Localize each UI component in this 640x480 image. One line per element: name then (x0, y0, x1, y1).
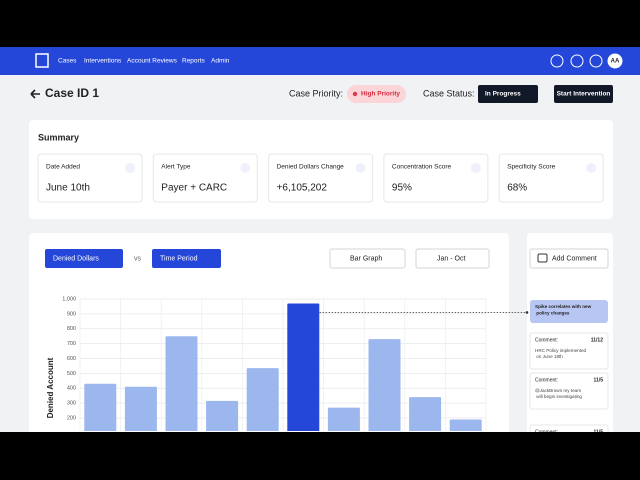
bar (368, 339, 401, 431)
bar (287, 303, 320, 431)
summary-label: Date Added (46, 164, 80, 171)
chart-type-label: Bar Graph (350, 255, 382, 262)
metric-label: Denied Dollars (53, 255, 99, 262)
add-comment-label: Add Comment (552, 255, 597, 262)
comment-date: 11/5 (594, 377, 604, 383)
comment-label: Comment: (535, 377, 558, 383)
audio-icon[interactable] (589, 54, 603, 68)
summary-value: June 10th (46, 183, 90, 194)
intervention-label: Start Intervention (557, 91, 611, 98)
chart: 1,000 900 800 700 600 500 400 300 200 Denied Acco… (46, 296, 487, 431)
bar (246, 368, 279, 431)
y-axis-label: Denied Account (46, 357, 55, 418)
y-tick-label: 1,000 (62, 296, 76, 302)
range-label: Jan - Oct (437, 255, 465, 262)
comment-date: 11/12 (591, 337, 603, 343)
case-title: Case ID 1 (45, 86, 99, 100)
summary-value: +6,105,202 (277, 183, 328, 194)
summary-label: Specificity Score (507, 164, 555, 171)
back-arrow[interactable] (30, 89, 40, 99)
summary-item (152, 153, 258, 203)
summary-icon (125, 163, 135, 173)
status-dropdown[interactable] (478, 85, 538, 103)
nav-link[interactable]: Admin (211, 58, 230, 65)
dimension-dropdown[interactable] (152, 249, 221, 268)
y-tick-label: 200 (67, 415, 76, 421)
summary-label: Concentration Score (392, 164, 452, 171)
y-tick-label: 800 (67, 326, 76, 332)
y-tick-label: 300 (67, 401, 76, 407)
vs-label: vs (134, 255, 142, 262)
bottom-bar (0, 432, 640, 480)
y-tick-label: 600 (67, 356, 76, 362)
comment-card (529, 332, 609, 370)
summary-item (383, 153, 489, 203)
annotation-dot (525, 311, 529, 314)
chart-type-dropdown[interactable] (329, 248, 406, 269)
add-comment-button[interactable] (529, 248, 609, 269)
summary-icon (240, 163, 251, 173)
summary-label: Alert Type (161, 164, 191, 171)
bar (409, 397, 442, 431)
intervention-button[interactable] (554, 85, 613, 103)
y-tick-label: 500 (67, 371, 76, 377)
bar (84, 383, 117, 431)
summary-item (498, 153, 604, 203)
summary-value: 95% (392, 183, 412, 194)
bell-icon[interactable] (550, 54, 564, 68)
logo[interactable] (35, 53, 49, 68)
avatar[interactable] (607, 53, 623, 69)
priority-pill (347, 85, 406, 103)
summary-icon (470, 163, 481, 173)
avatar-initials: AA (611, 59, 620, 65)
bar (449, 419, 482, 431)
nav-link[interactable]: Interventions (84, 58, 122, 65)
bar (165, 336, 198, 431)
comment-text: HRC Policy implemented on June 18th (535, 348, 587, 359)
status-label: Case Status: (423, 88, 475, 98)
nav-bar (0, 47, 640, 75)
summary-title: Summary (38, 132, 79, 142)
nav-link[interactable]: Reports (182, 58, 206, 65)
nav-link[interactable]: Cases (58, 58, 77, 65)
comment-label: Comment: (535, 337, 558, 343)
dimension-label: Time Period (160, 255, 198, 262)
bar (327, 407, 360, 431)
y-tick-label: 400 (67, 386, 76, 392)
comment-icon (537, 253, 548, 263)
summary-label: Denied Dollars Change (277, 164, 345, 171)
bar (206, 400, 239, 431)
priority-dot (352, 91, 358, 97)
summary-value: 68% (507, 183, 527, 194)
comment-card (529, 372, 609, 410)
annotation-box (530, 300, 608, 323)
summary-item (37, 153, 143, 203)
bar (124, 386, 157, 431)
y-tick-label: 900 (67, 311, 76, 317)
metric-dropdown[interactable] (45, 249, 123, 268)
summary-icon (586, 163, 597, 173)
status-value: In Progress (485, 91, 521, 98)
priority-label: Case Priority: (289, 88, 343, 98)
priority-value: High Priority (361, 91, 400, 98)
summary-item (268, 153, 374, 203)
y-tick-label: 700 (67, 341, 76, 347)
annotation-text: Spike correlates with new policy changes (535, 304, 592, 316)
summary-value: Payer + CARC (161, 183, 227, 194)
range-dropdown[interactable] (415, 248, 490, 269)
comment-text: @JackBrown my team will begin investigat… (535, 388, 582, 399)
summary-icon (355, 163, 366, 173)
nav-link[interactable]: Account Reviews (127, 58, 178, 65)
help-icon[interactable] (570, 54, 584, 68)
